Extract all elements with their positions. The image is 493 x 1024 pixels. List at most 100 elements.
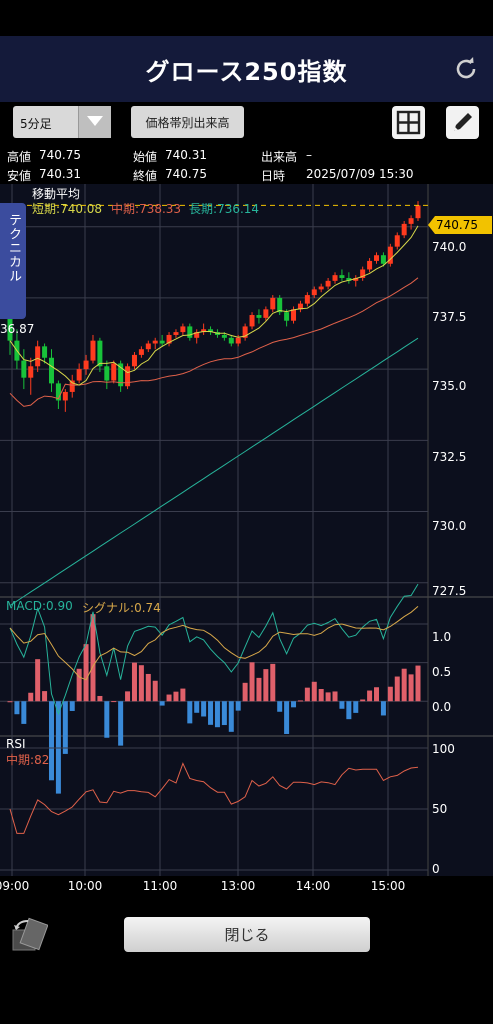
candle bbox=[297, 303, 303, 310]
candle bbox=[387, 246, 393, 264]
ma-short-legend: 短期:740.08 bbox=[32, 202, 103, 216]
rsi-name: 中期 bbox=[6, 753, 31, 767]
macd-histogram-bar bbox=[325, 692, 331, 702]
macd-histogram-bar bbox=[62, 701, 68, 754]
candle bbox=[318, 286, 324, 290]
macd-histogram-bar bbox=[7, 701, 13, 703]
candle bbox=[159, 340, 165, 344]
ma-mid-value: 738.33 bbox=[139, 202, 182, 216]
macd-histogram-bar bbox=[360, 699, 366, 702]
macd-y-tick: 0.5 bbox=[432, 665, 452, 679]
candle bbox=[35, 346, 41, 367]
candle bbox=[277, 297, 283, 313]
macd-line bbox=[9, 583, 419, 716]
candle bbox=[90, 340, 96, 361]
macd-histogram-bar bbox=[76, 668, 82, 702]
macd-histogram-bar bbox=[318, 688, 324, 702]
technical-tab[interactable]: テクニカル bbox=[0, 203, 26, 319]
candle bbox=[380, 255, 386, 264]
close-label: 終値 bbox=[133, 169, 158, 183]
candle bbox=[256, 315, 262, 318]
volume-profile-button[interactable]: 価格帯別出来高 bbox=[131, 106, 244, 138]
ohlc-info: 高値 740.75 安値 740.31 始値 740.31 終値 740.75 … bbox=[0, 144, 430, 184]
candle bbox=[76, 369, 82, 381]
chart-canvas[interactable] bbox=[0, 184, 493, 904]
macd-histogram-bar bbox=[145, 673, 151, 702]
ma-mid-name: 中期 bbox=[111, 202, 136, 216]
ma-long-line bbox=[9, 337, 419, 606]
candle bbox=[374, 255, 380, 261]
refresh-icon[interactable] bbox=[453, 56, 479, 82]
macd-histogram-bar bbox=[256, 677, 262, 702]
macd-histogram-bar bbox=[28, 692, 34, 702]
macd-histogram-bar bbox=[387, 686, 393, 702]
low-value: 740.31 bbox=[39, 167, 81, 181]
macd-histogram-bar bbox=[90, 614, 96, 702]
macd-histogram-bar bbox=[221, 701, 227, 726]
x-tick: 15:00 bbox=[370, 879, 406, 893]
macd-name: MACD bbox=[6, 599, 42, 613]
macd-histogram-bar bbox=[173, 691, 179, 702]
macd-histogram-bar bbox=[291, 701, 297, 708]
macd-histogram-bar bbox=[35, 659, 41, 702]
interval-select[interactable]: 5分足 bbox=[13, 106, 111, 138]
candle bbox=[291, 309, 297, 321]
candle bbox=[367, 260, 373, 270]
macd-histogram-bar bbox=[14, 701, 20, 715]
macd-histogram-bar bbox=[339, 701, 345, 709]
macd-y-tick: 1.0 bbox=[432, 630, 452, 644]
volume-value: – bbox=[306, 148, 312, 162]
rsi-legend: 中期:82 bbox=[6, 753, 50, 767]
ma-long-value: 736.14 bbox=[217, 202, 260, 216]
low-label: 安値 bbox=[7, 169, 32, 183]
candle bbox=[228, 337, 234, 344]
high-label: 高値 bbox=[7, 150, 32, 164]
volume-label: 出来高 bbox=[261, 150, 298, 164]
macd-histogram-bar bbox=[131, 662, 137, 702]
macd-histogram-bar bbox=[242, 682, 248, 702]
macd-histogram-bar bbox=[55, 701, 61, 794]
candle bbox=[97, 340, 103, 367]
macd-histogram-bar bbox=[111, 701, 117, 703]
macd-histogram-bar bbox=[380, 701, 386, 716]
rsi-y-tick: 100 bbox=[432, 742, 455, 756]
candle bbox=[138, 349, 144, 355]
grid-layout-button[interactable] bbox=[392, 106, 425, 139]
candle bbox=[284, 312, 290, 321]
grid-icon bbox=[396, 110, 421, 135]
x-tick: 13:00 bbox=[220, 879, 256, 893]
x-axis: 09:00 10:00 11:00 13:00 14:00 15:00 bbox=[0, 876, 493, 898]
macd-histogram-bar bbox=[304, 687, 310, 702]
candle bbox=[332, 275, 338, 281]
draw-button[interactable] bbox=[446, 106, 479, 139]
candle bbox=[173, 332, 179, 335]
close-button[interactable]: 閉じる bbox=[124, 917, 370, 952]
rotate-icon[interactable] bbox=[10, 917, 49, 953]
candle bbox=[415, 205, 421, 219]
candle bbox=[187, 326, 193, 338]
open-label: 始値 bbox=[133, 150, 158, 164]
x-tick: 14:00 bbox=[295, 879, 331, 893]
candle bbox=[104, 366, 110, 381]
signal-name: シグナル bbox=[82, 601, 131, 615]
x-tick: 09:00 bbox=[0, 879, 30, 893]
macd-histogram-bar bbox=[187, 701, 193, 724]
macd-histogram-bar bbox=[166, 694, 172, 702]
high-value: 740.75 bbox=[39, 148, 81, 162]
macd-histogram-bar bbox=[201, 701, 207, 717]
pencil-icon bbox=[454, 113, 472, 131]
open-value: 740.31 bbox=[165, 148, 207, 162]
macd-histogram-bar bbox=[284, 701, 290, 734]
macd-histogram-bar bbox=[125, 691, 131, 702]
chart-area[interactable] bbox=[0, 184, 493, 904]
y-tick: 727.5 bbox=[432, 584, 467, 598]
x-tick: 11:00 bbox=[142, 879, 178, 893]
y-tick: 740.0 bbox=[432, 240, 467, 254]
candle bbox=[339, 275, 345, 278]
macd-histogram-bar bbox=[367, 690, 373, 702]
candle bbox=[166, 334, 172, 344]
candle bbox=[201, 329, 207, 333]
candle bbox=[394, 235, 400, 247]
candle bbox=[180, 326, 186, 333]
y-tick: 737.5 bbox=[432, 310, 467, 324]
